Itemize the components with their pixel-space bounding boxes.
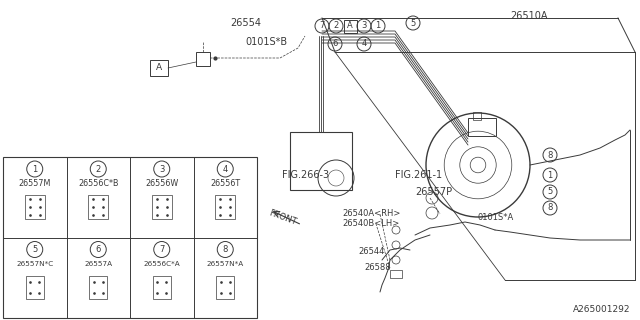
Text: 4: 4 — [362, 39, 367, 49]
Bar — [88, 195, 108, 219]
Bar — [216, 276, 234, 299]
Bar — [473, 112, 481, 120]
Text: 1: 1 — [547, 171, 552, 180]
Text: 2: 2 — [333, 21, 339, 30]
Text: FIG.261-1: FIG.261-1 — [395, 170, 442, 180]
Text: 26554: 26554 — [230, 18, 261, 28]
Text: 5: 5 — [410, 19, 415, 28]
Text: 7: 7 — [159, 245, 164, 254]
Text: 4: 4 — [223, 164, 228, 173]
Text: A: A — [156, 63, 162, 73]
Text: 26556W: 26556W — [145, 179, 179, 188]
Text: 5: 5 — [547, 188, 552, 196]
Text: 1: 1 — [32, 164, 37, 173]
Text: 26510A: 26510A — [510, 11, 547, 21]
Bar — [24, 195, 45, 219]
Text: FIG.266-3: FIG.266-3 — [282, 170, 329, 180]
Text: 26540B<LH>: 26540B<LH> — [342, 220, 399, 228]
Text: 6: 6 — [332, 39, 338, 49]
Text: 26556C*B: 26556C*B — [78, 179, 118, 188]
Text: 0101S*A: 0101S*A — [477, 213, 513, 222]
Bar — [26, 276, 44, 299]
Text: 26544: 26544 — [358, 247, 385, 257]
Bar — [390, 270, 402, 278]
Text: 1: 1 — [376, 21, 381, 30]
Text: 26540A<RH>: 26540A<RH> — [342, 210, 401, 219]
Bar — [90, 276, 107, 299]
Text: 8: 8 — [547, 150, 553, 159]
Text: FRONT: FRONT — [268, 209, 298, 227]
Bar — [468, 118, 496, 136]
Text: 8: 8 — [547, 204, 553, 212]
Bar — [196, 52, 210, 66]
Text: 8: 8 — [223, 245, 228, 254]
Text: 0101S*B: 0101S*B — [245, 37, 287, 47]
Text: 26557P: 26557P — [415, 187, 452, 197]
Bar — [150, 60, 168, 76]
Text: 26556C*A: 26556C*A — [143, 260, 180, 267]
Text: 26557M: 26557M — [19, 179, 51, 188]
Bar — [153, 276, 171, 299]
Text: 5: 5 — [32, 245, 37, 254]
Text: 2: 2 — [95, 164, 101, 173]
Text: 6: 6 — [95, 245, 101, 254]
Text: 26557N*A: 26557N*A — [207, 260, 244, 267]
Text: 7: 7 — [319, 21, 324, 30]
Bar — [344, 20, 356, 33]
Bar — [215, 195, 236, 219]
Text: 26557N*C: 26557N*C — [16, 260, 53, 267]
Text: 3: 3 — [362, 21, 367, 30]
Bar — [290, 132, 352, 190]
Text: 3: 3 — [159, 164, 164, 173]
Text: 26557A: 26557A — [84, 260, 112, 267]
Bar — [3, 157, 257, 318]
Text: A265001292: A265001292 — [573, 305, 630, 314]
Text: A: A — [347, 21, 353, 30]
Text: 26588: 26588 — [364, 263, 390, 273]
Text: 26556T: 26556T — [210, 179, 240, 188]
Bar — [152, 195, 172, 219]
